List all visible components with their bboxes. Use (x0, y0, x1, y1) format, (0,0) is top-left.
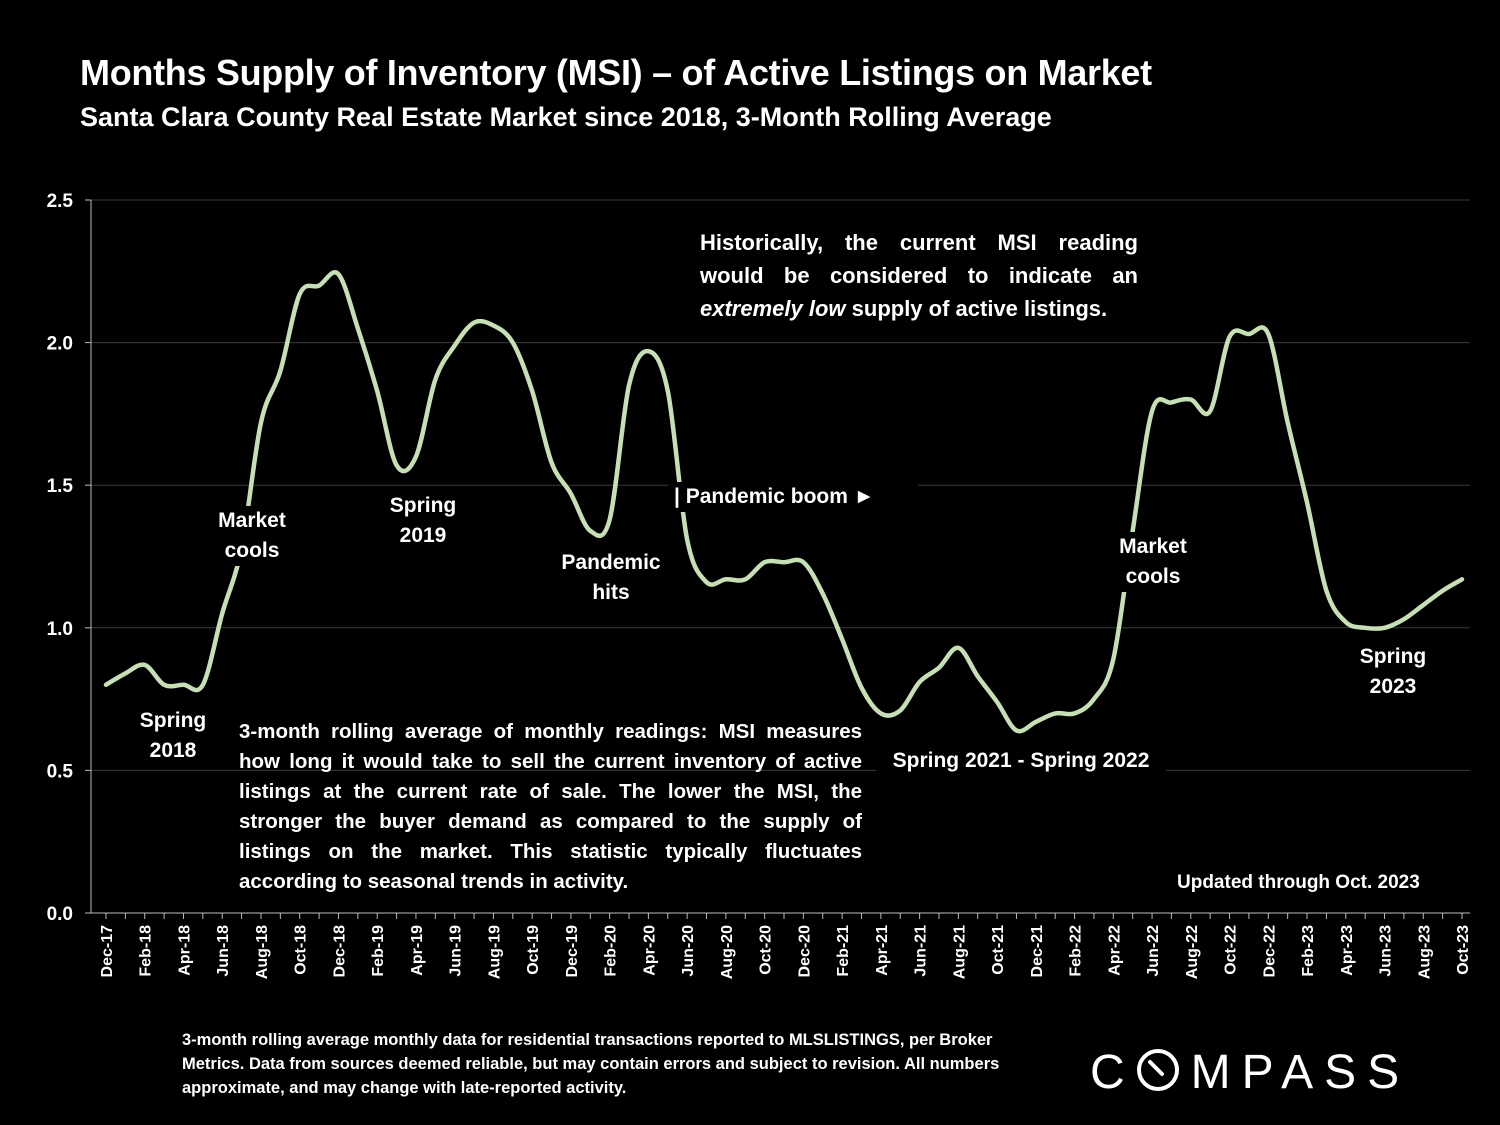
x-tick-label-Dec-18: Dec-18 (331, 925, 348, 978)
axes (90, 200, 1470, 914)
x-tick-label-Dec-19: Dec-19 (564, 925, 581, 978)
x-axis-ticks: Dec-17 Feb-18 Apr-18 Jun-18 Aug-18 Oct-18 Dec-… (99, 913, 1472, 979)
x-tick-label-Dec-20: Dec-20 (796, 925, 813, 978)
y-tick-label-1.5: 1.5 (47, 476, 74, 497)
x-tick-label-Dec-17: Dec-17 (99, 925, 116, 978)
annotation-spring-2018-line1: Spring (139, 709, 207, 732)
x-tick-label-Aug-20: Aug-20 (719, 925, 736, 979)
x-tick-label-Feb-18: Feb-18 (138, 925, 155, 977)
annotation-spring-2023-line1: Spring (1359, 645, 1427, 668)
x-tick-label-Oct-20: Oct-20 (758, 925, 775, 975)
x-tick-label-Oct-21: Oct-21 (990, 925, 1007, 975)
y-tick-label-0.0: 0.0 (47, 904, 73, 925)
x-tick-label-Jun-20: Jun-20 (680, 925, 697, 977)
x-tick-label-Aug-18: Aug-18 (254, 925, 271, 979)
historical-note-emphasis: extremely low (700, 296, 846, 321)
x-tick-label-Apr-21: Apr-21 (874, 925, 891, 976)
historical-note-part1: Historically, the current MSI reading wo… (700, 230, 1138, 288)
x-tick-label-Feb-19: Feb-19 (370, 925, 387, 977)
annotation-pandemic-hits: Pandemic hits (555, 548, 667, 608)
annotation-spring-2021-2022: Spring 2021 - Spring 2022 (876, 746, 1166, 776)
x-tick-label-Aug-22: Aug-22 (1184, 925, 1201, 979)
x-tick-label-Oct-19: Oct-19 (525, 925, 542, 975)
x-tick-label-Apr-23: Apr-23 (1339, 925, 1356, 976)
annotation-spring-2019: Spring 2019 (380, 491, 466, 551)
y-tick-label-1.0: 1.0 (47, 619, 73, 640)
x-tick-label-Oct-22: Oct-22 (1223, 925, 1240, 975)
annotation-spring-2023-line2: 2023 (1369, 675, 1417, 698)
x-tick-label-Feb-23: Feb-23 (1300, 925, 1317, 977)
y-tick-label-0.5: 0.5 (47, 761, 74, 782)
definition-note: 3-month rolling average of monthly readi… (239, 720, 862, 893)
annotation-market-cools-2-line2: cools (1125, 565, 1181, 588)
x-tick-label-Feb-22: Feb-22 (1068, 925, 1085, 977)
annotation-spring-2018-line2: 2018 (149, 739, 197, 762)
footnote: 3-month rolling average monthly data for… (182, 1031, 1000, 1097)
x-tick-label-Aug-21: Aug-21 (951, 925, 968, 979)
y-tick-label-2.5: 2.5 (47, 191, 74, 212)
series-layer (103, 270, 1465, 734)
x-tick-label-Feb-20: Feb-20 (603, 925, 620, 977)
x-tick-label-Dec-21: Dec-21 (1029, 925, 1046, 978)
x-tick-label-Apr-20: Apr-20 (641, 925, 658, 976)
logo-letters-mpass: MPASS (1190, 1046, 1411, 1099)
x-tick-label-Dec-22: Dec-22 (1261, 925, 1278, 978)
historical-note-part2: supply of active listings. (851, 296, 1108, 321)
x-tick-label-Jun-18: Jun-18 (215, 925, 232, 977)
annotation-pandemic-hits-line2: hits (592, 581, 630, 604)
x-tick-label-Jun-23: Jun-23 (1378, 925, 1395, 977)
annotation-market-cools-1-line1: Market (218, 509, 286, 532)
y-tick-label-2.0: 2.0 (47, 334, 73, 355)
x-tick-label-Aug-19: Aug-19 (486, 925, 503, 979)
series-line-msi (103, 270, 1465, 734)
x-tick-label-Oct-18: Oct-18 (293, 925, 310, 975)
annotation-market-cools-1: Market cools (203, 506, 301, 566)
x-tick-label-Feb-21: Feb-21 (835, 925, 852, 977)
annotation-pandemic-hits-line1: Pandemic (561, 551, 661, 574)
compass-logo: C MPASS (1090, 1045, 1410, 1100)
chart-subtitle: Santa Clara County Real Estate Market si… (80, 102, 1052, 132)
x-tick-label-Oct-23: Oct-23 (1455, 925, 1472, 975)
annotation-spring-2018: Spring 2018 (130, 706, 216, 766)
annotation-market-cools-2-line1: Market (1119, 535, 1187, 558)
annotation-spring-2023: Spring 2023 (1350, 642, 1436, 702)
annotation-market-cools-1-line2: cools (224, 539, 280, 562)
x-tick-label-Apr-22: Apr-22 (1106, 925, 1123, 976)
x-tick-label-Apr-18: Apr-18 (176, 925, 193, 976)
historical-note: Historically, the current MSI reading wo… (700, 226, 1138, 325)
x-tick-label-Jun-22: Jun-22 (1145, 925, 1162, 977)
logo-letter-c: C (1090, 1046, 1136, 1099)
x-tick-label-Apr-19: Apr-19 (409, 925, 426, 976)
annotation-spring-2019-line2: 2019 (399, 524, 447, 547)
x-tick-label-Jun-21: Jun-21 (913, 925, 930, 977)
chart-title: Months Supply of Inventory (MSI) – of Ac… (80, 52, 1152, 93)
annotation-pandemic-boom: | Pandemic boom ► (668, 482, 918, 512)
logo-o-icon (1136, 1048, 1180, 1092)
annotation-market-cools-2: Market cools (1104, 532, 1202, 592)
updated-note: Updated through Oct. 2023 (1177, 872, 1420, 893)
annotation-spring-2019-line1: Spring (389, 494, 457, 517)
y-axis-ticks: 0.0 0.5 1.0 1.5 2.0 2.5 (47, 191, 91, 925)
x-tick-label-Jun-19: Jun-19 (448, 925, 465, 977)
x-tick-label-Aug-23: Aug-23 (1416, 925, 1433, 979)
